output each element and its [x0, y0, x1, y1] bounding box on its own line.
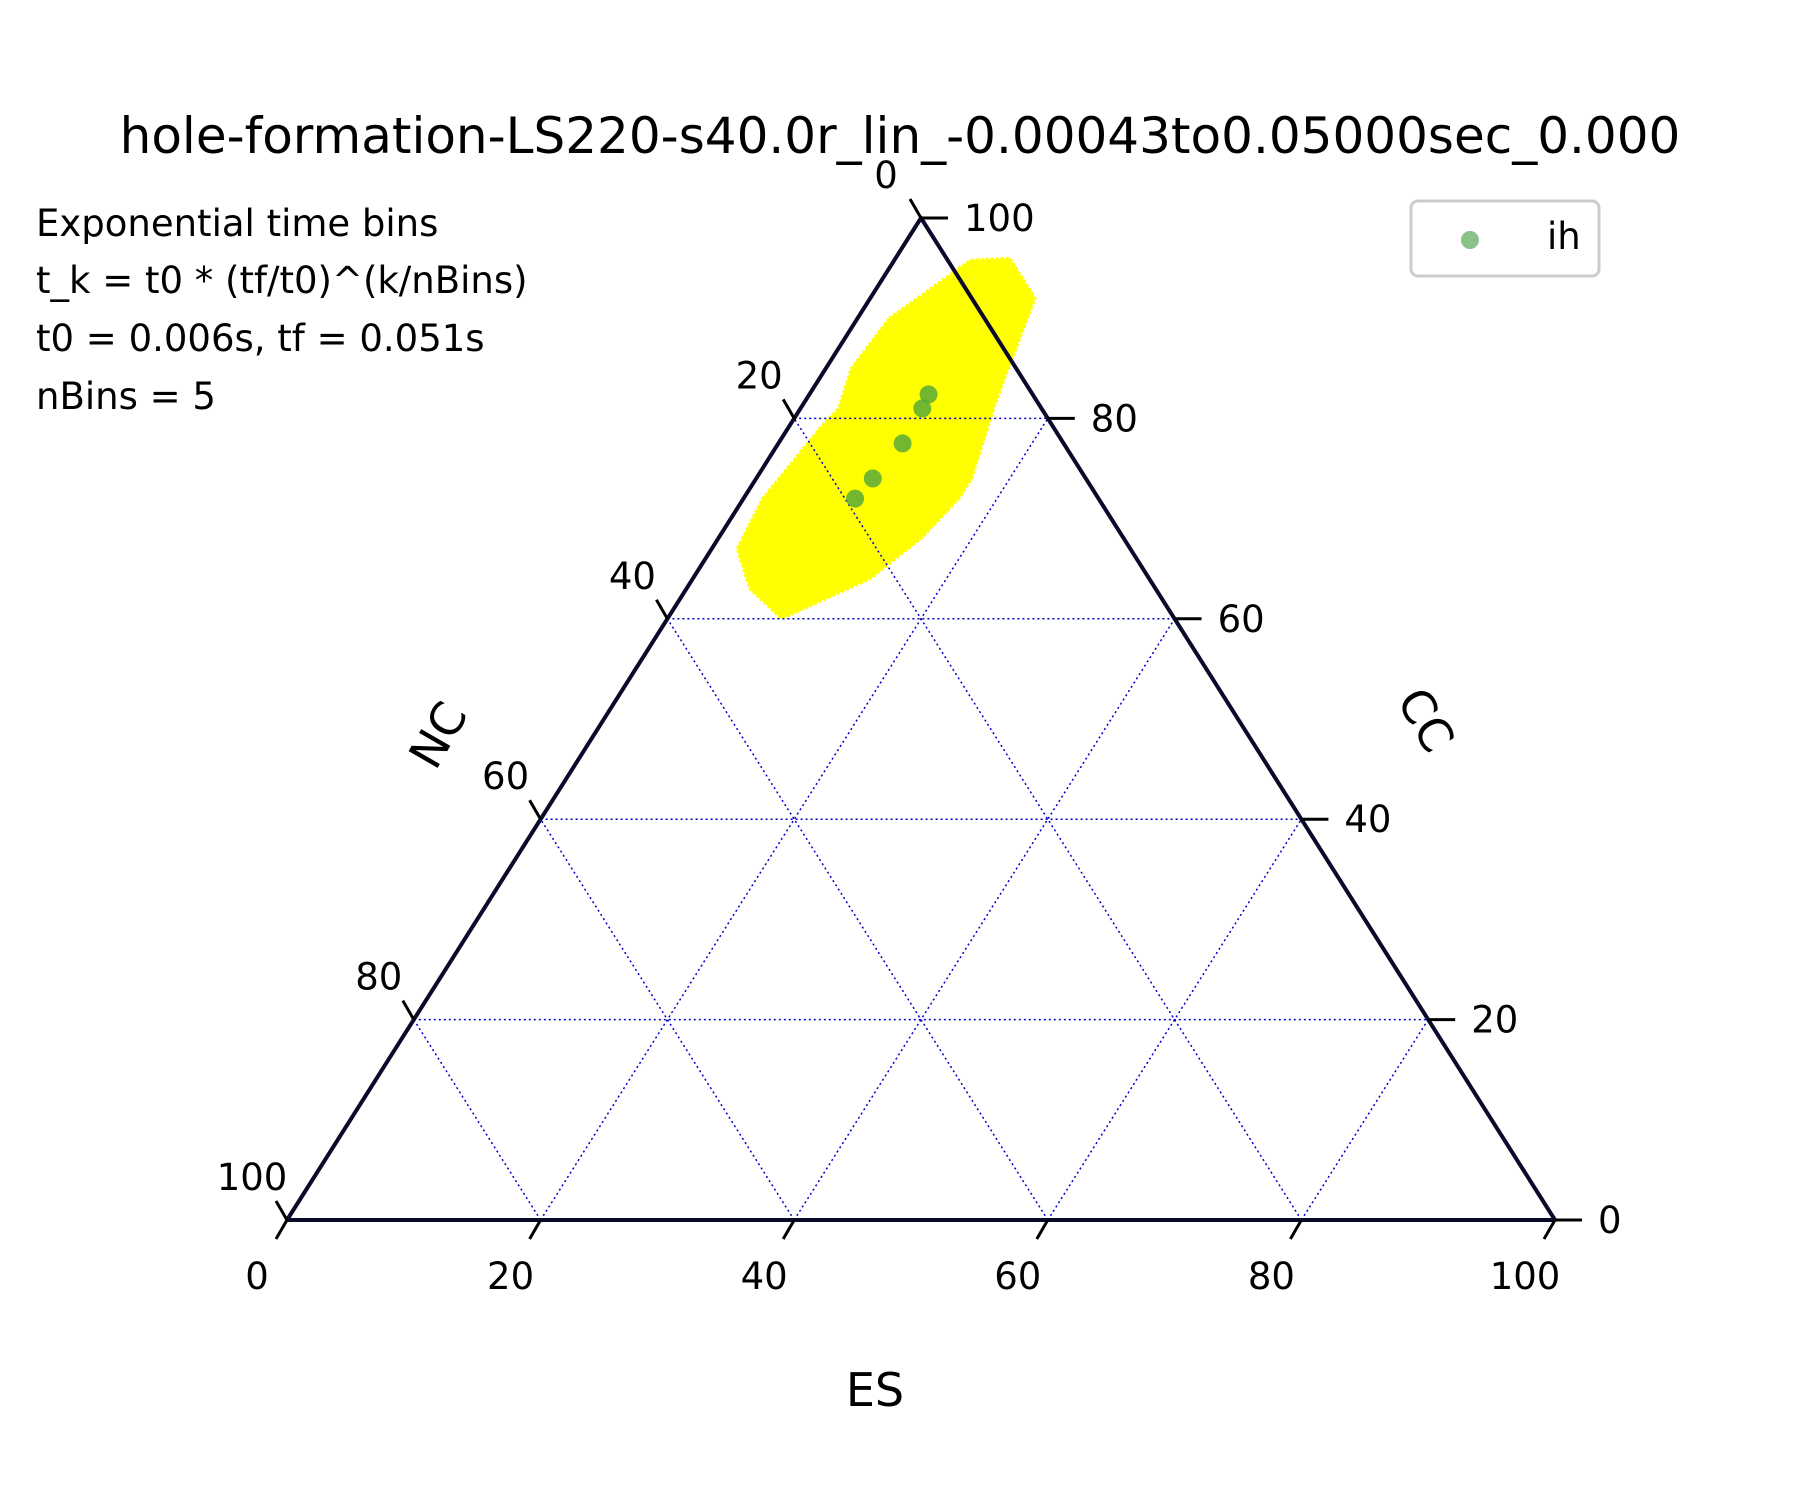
tick-label-cc-20: 20 [1471, 999, 1518, 1042]
tick-label-nc-0: 0 [874, 154, 898, 197]
annotation-line-4: nBins = 5 [36, 375, 216, 418]
axis-title-cc: CC [1386, 679, 1465, 762]
grid-line-nc-40 [539, 818, 795, 1221]
grid-line-es-40 [793, 618, 1176, 1221]
grid-line-es-20 [539, 417, 1049, 1221]
legend-marker [1461, 231, 1479, 249]
grid-line-es-80 [1300, 1019, 1429, 1221]
tick-nc-0 [908, 198, 923, 219]
tick-label-nc-60: 60 [482, 755, 529, 798]
axis-title-nc: NC [398, 693, 478, 778]
tick-label-nc-100: 100 [217, 1156, 288, 1199]
grid-line-nc-60 [666, 618, 1049, 1221]
data-point-ih-3 [863, 469, 882, 488]
tick-nc-100 [274, 1200, 289, 1221]
tick-es-60 [1035, 1219, 1050, 1240]
annotation-box: Exponential time bins t_k = t0 * (tf/t0)… [36, 202, 528, 418]
tick-label-es-40: 40 [741, 1255, 788, 1298]
tick-es-80 [1289, 1219, 1303, 1240]
tick-es-100 [1542, 1219, 1557, 1240]
tick-es-0 [274, 1219, 289, 1240]
tick-label-cc-100: 100 [964, 197, 1035, 240]
tick-es-20 [528, 1219, 542, 1240]
tick-label-nc-40: 40 [609, 555, 656, 598]
edge-right [919, 216, 1557, 1222]
legend-label-ih: ih [1547, 215, 1581, 258]
legend: ih [1409, 199, 1601, 278]
tick-label-nc-20: 20 [736, 354, 783, 397]
edge-left [285, 216, 923, 1222]
data-point-ih-1 [913, 399, 932, 418]
tick-nc-20 [781, 398, 796, 420]
tick-label-es-100: 100 [1490, 1255, 1561, 1298]
data-point-ih-2 [893, 434, 912, 453]
tick-label-cc-40: 40 [1344, 798, 1391, 841]
tick-label-cc-80: 80 [1091, 397, 1138, 440]
annotation-line-3: t0 = 0.006s, tf = 0.051s [36, 317, 485, 360]
tick-nc-40 [655, 599, 669, 620]
legend-frame [1409, 199, 1601, 278]
tick-label-es-20: 20 [487, 1255, 534, 1298]
triangle-edges [285, 216, 1557, 1222]
tick-nc-80 [401, 999, 416, 1021]
tick-label-es-80: 80 [1248, 1255, 1295, 1298]
tick-label-es-60: 60 [994, 1255, 1041, 1298]
annotation-line-1: Exponential time bins [36, 202, 438, 245]
data-point-ih-0 [919, 385, 938, 404]
axis-title-es: ES [846, 1363, 904, 1417]
grid-line-nc-80 [793, 417, 1303, 1221]
tick-nc-60 [528, 799, 542, 820]
grid-layer [413, 417, 1429, 1221]
tick-layer: 0 0 0 20 20 20 40 40 40 60 60 60 80 80 80 100 100 100 [217, 154, 1622, 1298]
tick-label-cc-0: 0 [1598, 1199, 1622, 1242]
points-layer [846, 385, 938, 508]
chart-title: hole-formation-LS220-s40.0r_lin_-0.00043… [120, 107, 1681, 165]
data-point-ih-4 [846, 489, 865, 508]
annotation-line-2: t_k = t0 * (tf/t0)^(k/nBins) [36, 259, 528, 302]
grid-line-nc-20 [413, 1019, 542, 1221]
tick-label-cc-60: 60 [1218, 598, 1265, 641]
tick-es-40 [781, 1219, 796, 1240]
tick-label-nc-80: 80 [355, 956, 402, 999]
grid-line-es-60 [1047, 818, 1303, 1221]
density-region [735, 256, 1037, 621]
tick-label-es-0: 0 [245, 1255, 269, 1298]
density-region-layer [735, 256, 1037, 621]
